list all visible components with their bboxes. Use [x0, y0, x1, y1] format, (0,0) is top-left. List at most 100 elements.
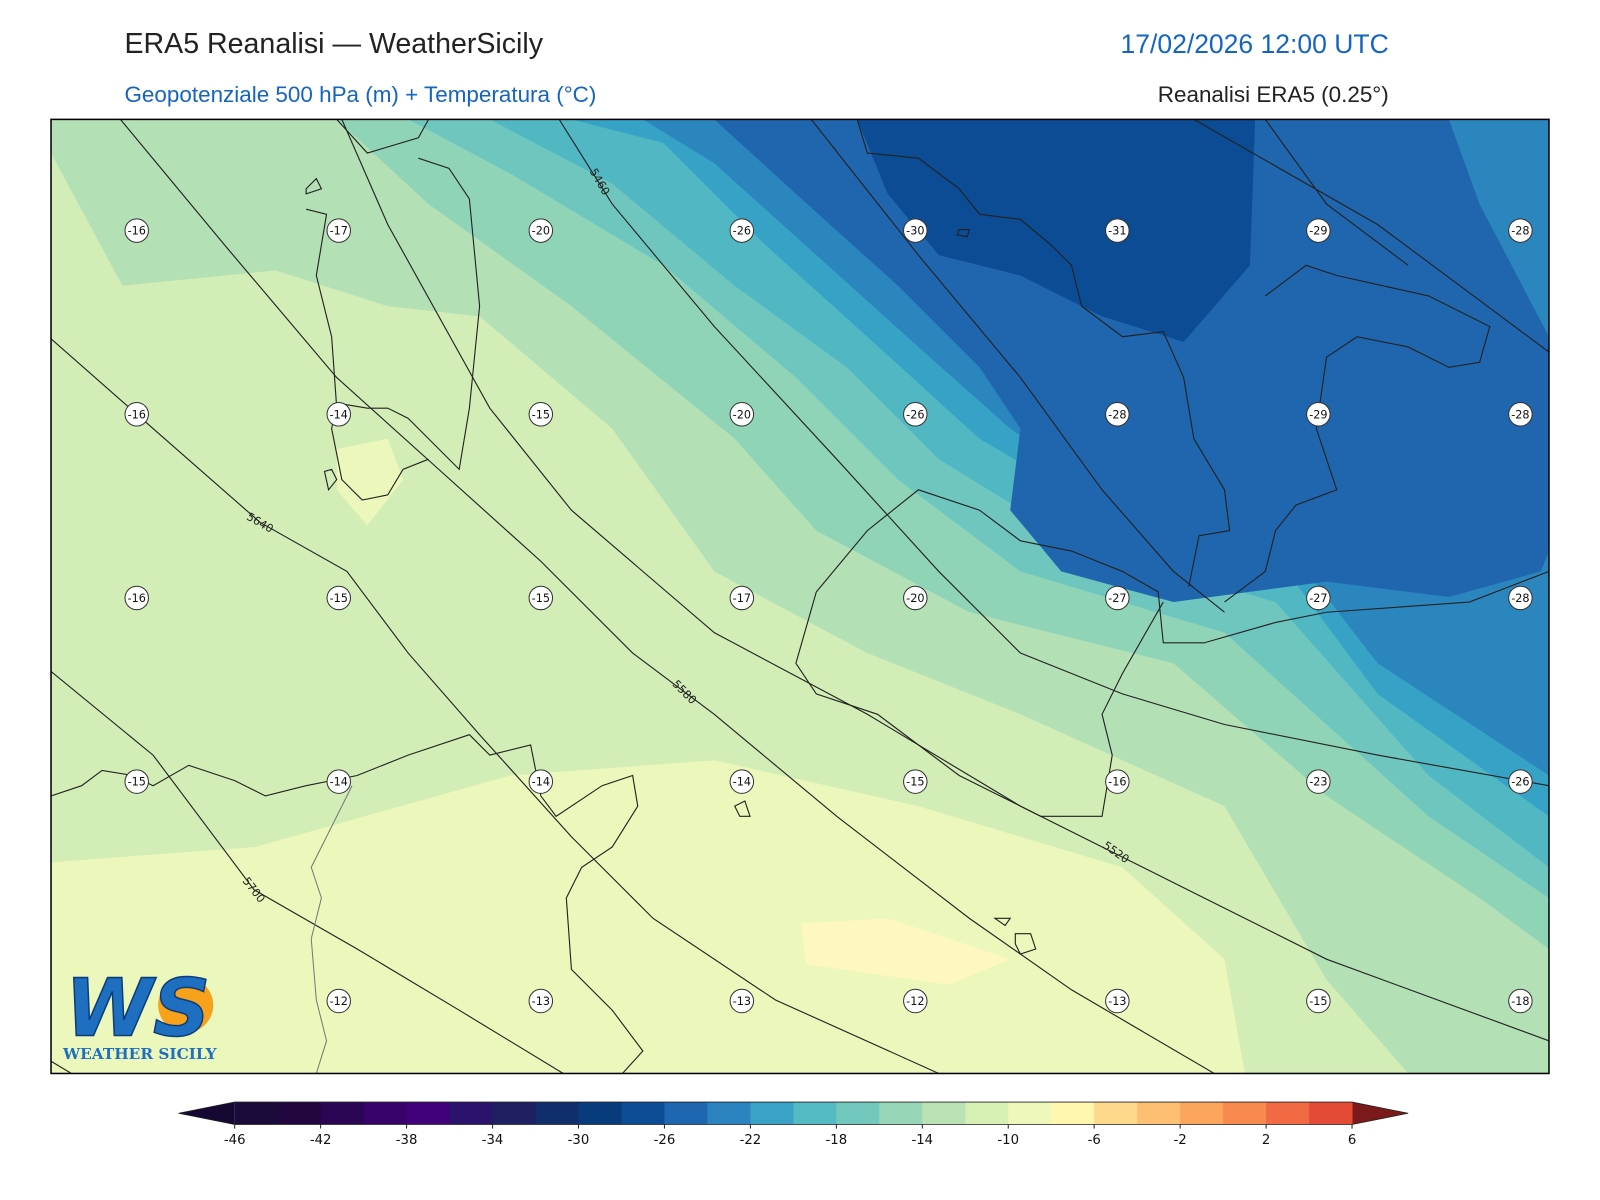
temperature-label: -26 — [729, 218, 755, 243]
label-circle — [124, 218, 149, 243]
colorbar-box — [363, 1102, 408, 1125]
temperature-label: -15 — [528, 402, 554, 427]
temperature-label: -18 — [1508, 988, 1533, 1014]
temperature-value: -16 — [128, 225, 146, 238]
temperature-value: -12 — [906, 995, 924, 1008]
temperature-label: -31 — [1105, 218, 1130, 243]
colorbar-box — [1094, 1102, 1138, 1125]
colorbar-box — [1266, 1102, 1310, 1125]
band — [857, 119, 1256, 342]
label-circle — [903, 402, 928, 427]
logo-mark: WS — [65, 962, 210, 1055]
temperature-label: -15 — [326, 585, 352, 611]
temperature-value: -14 — [330, 408, 348, 421]
label-circle — [729, 585, 755, 611]
temperature-value: -28 — [1108, 408, 1126, 421]
temperature-value: -26 — [906, 408, 924, 421]
temperature-value: -15 — [906, 776, 924, 789]
colorbar-tick-label: -10 — [997, 1133, 1019, 1148]
temperature-value: -14 — [532, 776, 550, 789]
temperature-value: -15 — [532, 408, 550, 421]
datetime: 17/02/2026 12:00 UTC — [1120, 29, 1388, 59]
logo: WS WEATHER SICILY — [62, 961, 218, 1063]
temperature-value: -18 — [1511, 995, 1529, 1008]
temperature-value: -27 — [1108, 592, 1126, 605]
source: Reanalisi ERA5 (0.25°) — [1158, 82, 1389, 107]
colorbar-extension — [1352, 1102, 1409, 1125]
colorbar-tick-label: -46 — [224, 1133, 246, 1148]
colorbar-box — [750, 1102, 794, 1125]
temperature-label: -27 — [1105, 585, 1130, 611]
temperature-value: -12 — [330, 995, 348, 1008]
coastline — [51, 119, 1549, 1074]
label-circle — [1306, 402, 1331, 427]
label-circle — [1105, 218, 1130, 243]
colorbar-box — [492, 1102, 537, 1125]
temperature-label: -16 — [124, 402, 149, 427]
colorbar-box — [320, 1102, 365, 1125]
isohypse — [51, 670, 564, 1074]
colorbar-tick-label: -2 — [1174, 1133, 1187, 1148]
colorbar-box — [836, 1102, 880, 1125]
label-circle — [1508, 988, 1533, 1014]
label-circle — [729, 769, 755, 794]
temperature-label: -16 — [1105, 769, 1130, 794]
temperature-label: -26 — [1508, 769, 1533, 794]
temperature-label: -17 — [729, 585, 755, 611]
colorbar-box — [879, 1102, 923, 1125]
label-circle — [1306, 988, 1331, 1014]
colorbar-box — [1008, 1102, 1052, 1125]
temperature-label: -20 — [729, 402, 755, 427]
colorbar-box — [793, 1102, 837, 1125]
colorbar-tick-label: -22 — [740, 1133, 762, 1148]
temperature-label: -28 — [1508, 218, 1533, 243]
colorbar-box — [1223, 1102, 1267, 1125]
label-circle — [326, 218, 352, 243]
colorbar-box — [406, 1102, 451, 1125]
map — [51, 119, 1549, 1074]
temperature-value: -26 — [733, 225, 751, 238]
temperature-value: -29 — [1309, 408, 1327, 421]
band — [801, 918, 1011, 985]
temperature-label: -17 — [326, 218, 352, 243]
temperature-label: -13 — [1105, 988, 1130, 1014]
label-circle — [729, 402, 755, 427]
temperature-label: -12 — [903, 988, 928, 1014]
label-circle — [903, 988, 928, 1014]
band — [336, 438, 404, 526]
temperature-label: -13 — [729, 988, 755, 1014]
isohypse — [51, 338, 940, 1074]
temperature-label: -29 — [1306, 218, 1331, 243]
label-circle — [528, 218, 554, 243]
label-circle — [326, 402, 352, 427]
temperature-value: -17 — [733, 592, 751, 605]
colorbar-tick-label: -42 — [310, 1133, 332, 1148]
temperature-value: -23 — [1309, 776, 1327, 789]
subtitle: Geopotenziale 500 hPa (m) + Temperatura … — [124, 82, 596, 107]
colorbar-tick-label: -38 — [396, 1133, 418, 1148]
label-circle — [528, 988, 554, 1014]
label-circle — [903, 218, 928, 243]
colorbar-box — [707, 1102, 751, 1125]
label-circle — [326, 988, 352, 1014]
label-circle — [1105, 585, 1130, 611]
label-circle — [528, 769, 554, 794]
title: ERA5 Reanalisi — WeatherSicily — [124, 28, 543, 60]
isohypse — [341, 119, 1549, 1042]
temperature-value: -20 — [532, 225, 550, 238]
temperature-value: -15 — [330, 592, 348, 605]
temperature-label: -14 — [326, 769, 352, 794]
temperature-label: -27 — [1306, 585, 1331, 611]
colorbar-box — [1180, 1102, 1224, 1125]
colorbar-tick-label: -6 — [1088, 1133, 1101, 1148]
temperature-value: -31 — [1108, 225, 1126, 238]
border — [310, 785, 353, 1074]
label-circle — [1508, 218, 1533, 243]
temperature-label: -16 — [124, 585, 149, 611]
temperature-label: -20 — [528, 218, 554, 243]
colorbar-box — [277, 1102, 322, 1125]
isohypse — [119, 119, 1215, 1074]
isohypse — [51, 1060, 72, 1074]
colorbar-tick-label: 6 — [1348, 1133, 1356, 1148]
temperature-label: -15 — [124, 769, 149, 794]
